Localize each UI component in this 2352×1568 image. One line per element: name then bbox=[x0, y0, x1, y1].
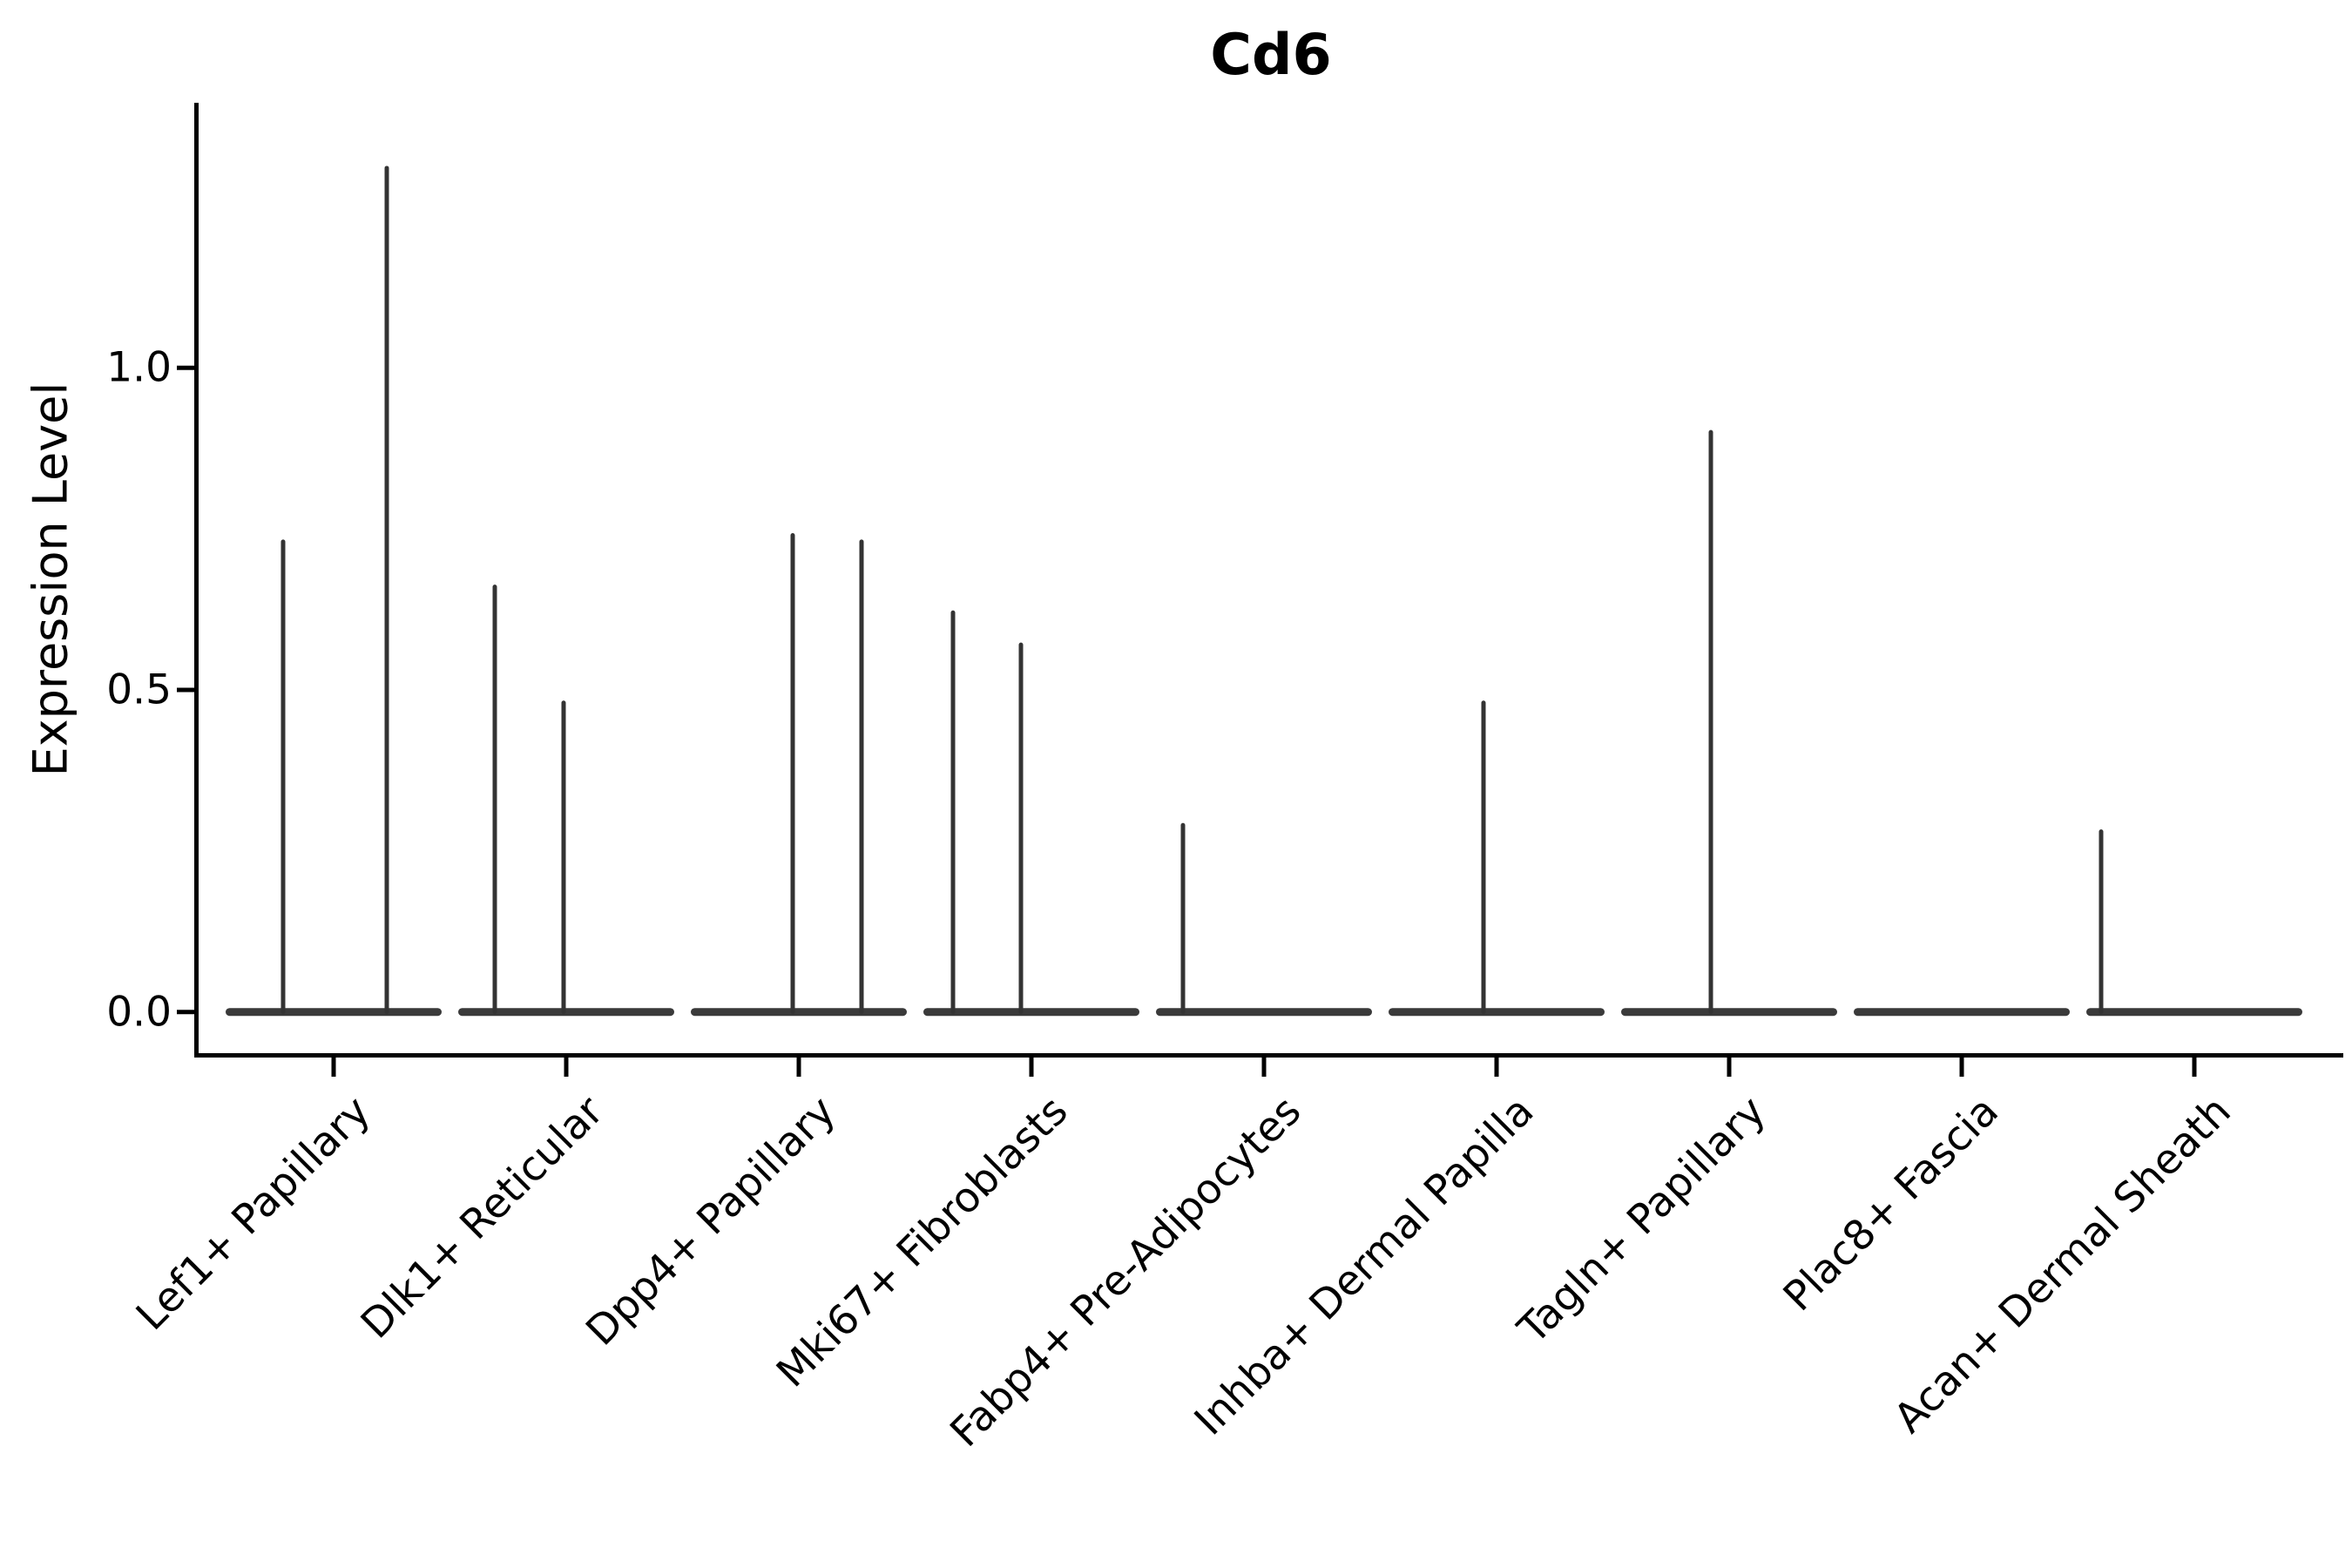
violin-body bbox=[1156, 1008, 1372, 1017]
violin-body bbox=[923, 1008, 1139, 1017]
violin-body bbox=[226, 1008, 442, 1017]
violin-body bbox=[1389, 1008, 1605, 1017]
violin-body bbox=[2086, 1008, 2302, 1017]
y-tick-label: 1.0 bbox=[106, 343, 172, 392]
violin-body bbox=[691, 1008, 907, 1017]
chart-title: Cd6 bbox=[1210, 23, 1332, 88]
violin-body bbox=[1854, 1008, 2070, 1017]
y-tick-label: 0.0 bbox=[106, 988, 172, 1037]
y-tick-label: 0.5 bbox=[106, 666, 172, 714]
violin-body bbox=[458, 1008, 674, 1017]
violin-body bbox=[1621, 1008, 1837, 1017]
